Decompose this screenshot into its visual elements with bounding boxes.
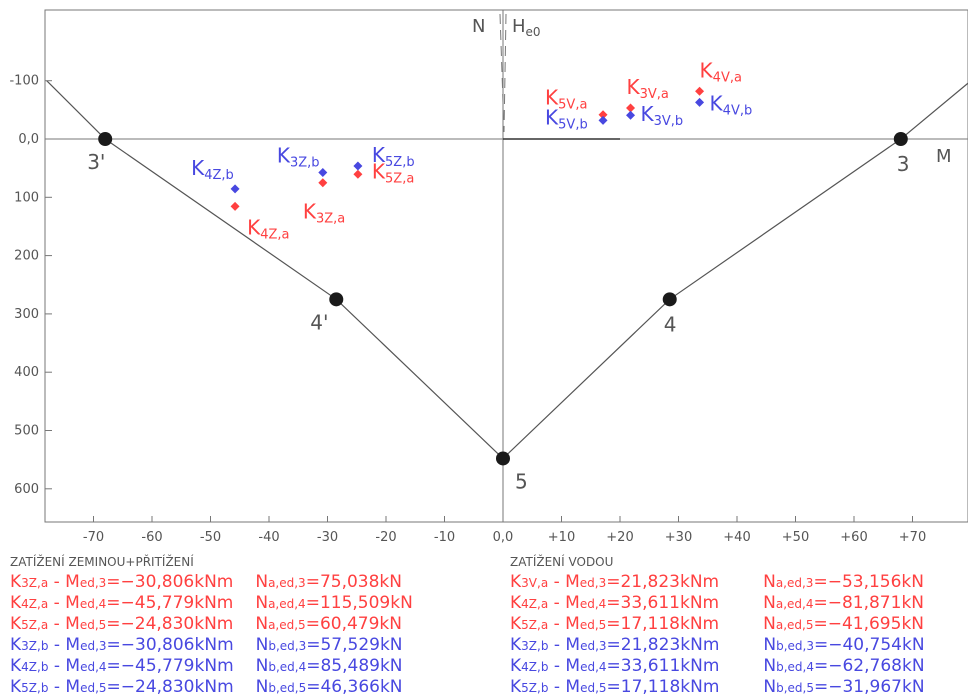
load-point-label: K5V,a [545,86,587,113]
legend-row: K3V,a - Med,3=21,823kNm Na,ed,3=−53,156kN [510,572,924,592]
load-point-marker [626,110,636,120]
legend-water-load: ZATÍŽENÍ VODOU K3V,a - Med,3=21,823kNm Na… [510,552,925,698]
x-tick-label: +40 [723,530,750,545]
node-label: 3 [897,152,910,176]
legend-row: K4Z,a - Med,4=−45,779kNm Na,ed,4=115,509k… [10,593,413,613]
load-point-label: K5V,b [545,105,588,132]
y-tick-label: 600 [14,482,39,497]
legend-water-title: ZATÍŽENÍ VODOU [510,555,614,569]
x-tick-label: +30 [665,530,692,545]
x-tick-label: -20 [375,530,396,545]
legend-row: K5Z,b - Med,5=−24,830kNm Nb,ed,5=46,366kN [10,677,403,697]
legend-soil-load: ZATÍŽENÍ ZEMINOU+PŘITÍŽENÍ K3Z,a - Med,3… [10,552,413,698]
load-point-label: K3Z,b [277,144,320,171]
y-tick-label: 0,0 [18,132,39,147]
eccentricity-line [499,13,505,133]
load-point-marker [626,103,636,113]
x-axis-name: M [936,146,952,167]
eccentricity-line [503,13,507,133]
legend-row: K4Z,a - Med,4=33,611kNm Na,ed,4=−81,871kN [510,593,925,613]
x-tick-label: -30 [317,530,338,545]
y-tick-label: -100 [9,74,39,89]
load-point-marker [230,184,240,194]
node-label: 4 [664,312,677,336]
load-point-label: K5Z,a [372,159,414,186]
top-label: He0 [512,16,541,39]
load-point-marker [230,201,240,211]
x-tick-label: +20 [606,530,633,545]
load-point-label: K4Z,b [191,156,234,183]
node-label: 3' [87,150,105,174]
x-tick-label: -10 [434,530,455,545]
load-point-label: K5Z,b [372,143,415,170]
load-point-label: K4Z,a [247,215,289,242]
curve-node [662,292,677,307]
x-tick-label: -60 [141,530,162,545]
load-point-label: K4V,a [700,58,742,85]
curve-line [46,80,968,460]
curve-node [329,292,344,307]
legend-row: K5Z,a - Med,5=17,118kNm Na,ed,5=−41,695kN [510,614,925,634]
node-label: 4' [310,310,328,334]
y-tick-label: 400 [14,365,39,380]
legend-row: K4Z,b - Med,4=−45,779kNm Nb,ed,4=85,489kN [10,656,403,676]
legend: ZATÍŽENÍ ZEMINOU+PŘITÍŽENÍ K3Z,a - Med,3… [10,552,968,698]
x-tick-label: -40 [258,530,279,545]
y-tick-label: 200 [14,249,39,264]
y-tick-label: 100 [14,190,39,205]
load-point-marker [353,161,363,171]
legend-row: K5Z,b - Med,5=17,118kNm Nb,ed,5=−31,967kN [510,677,925,697]
x-tick-label: 0,0 [493,530,514,545]
axes [45,10,968,522]
legend-row: K4Z,b - Med,4=33,611kNm Nb,ed,4=−62,768kN [510,656,925,676]
legend-row: K5Z,a - Med,5=−24,830kNm Na,ed,5=60,479kN [10,614,402,634]
curve-node [98,132,113,146]
x-tick-label: +70 [899,530,926,545]
load-point-marker [318,178,328,188]
x-tick-label: +60 [840,530,867,545]
curve-node [496,451,510,466]
x-tick-label: -70 [83,530,104,545]
x-tick-label: -50 [200,530,221,545]
load-point-marker [598,115,608,125]
curve-nodes: 3' 3 4' 4 5 [87,132,910,493]
legend-row: K3Z,a - Med,3=−30,806kNm Na,ed,3=75,038kN [10,572,402,592]
load-point-label: K3Z,a [303,200,345,227]
load-point-label: K3V,b [641,102,684,129]
x-tick-label: +10 [548,530,575,545]
tick-labels: -100 0,0 100 200 300 400 500 600 -70 -60 -50 -40 -30… [9,74,926,545]
plot-frame [44,9,968,523]
y-axis-name: N [472,16,485,37]
node-label: 5 [515,469,528,493]
legend-row: K3Z,b - Med,3=−30,806kNm Nb,ed,3=57,529kN [10,635,403,655]
y-tick-label: 500 [14,424,39,439]
y-tick-label: 300 [14,307,39,322]
load-point-marker [598,110,608,120]
legend-soil-title: ZATÍŽENÍ ZEMINOU+PŘITÍŽENÍ [10,555,194,569]
legend-row: K3Z,b - Med,3=21,823kNm Nb,ed,3=−40,754kN [510,635,925,655]
curve-node [893,132,908,146]
load-point-marker [318,168,328,178]
load-point-label: K4V,b [710,91,753,118]
load-point-label: K3V,a [627,75,669,102]
load-point-marker [353,169,363,179]
interaction-curve [46,80,968,460]
load-point-marker [695,86,705,96]
x-tick-label: +50 [782,530,809,545]
load-point-marker [695,97,705,107]
